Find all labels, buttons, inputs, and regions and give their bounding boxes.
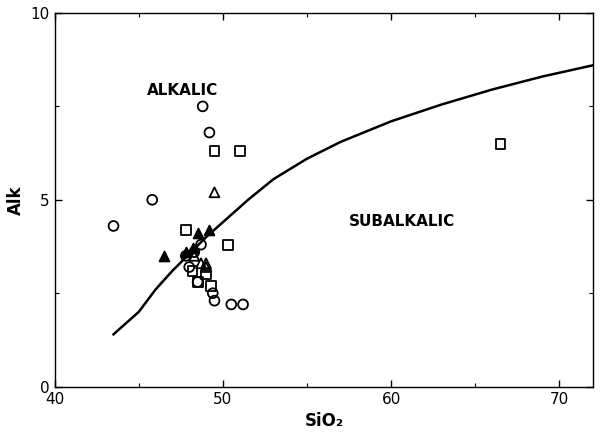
X-axis label: SiO₂: SiO₂ — [304, 412, 343, 430]
Point — [206, 282, 216, 289]
Point — [226, 301, 236, 308]
Text: SUBALKALIC: SUBALKALIC — [349, 214, 455, 229]
Point — [193, 278, 202, 285]
Point — [190, 249, 199, 256]
Point — [235, 148, 245, 155]
Point — [196, 241, 206, 248]
Point — [188, 267, 197, 274]
Point — [184, 264, 194, 271]
Point — [198, 103, 208, 110]
Point — [193, 278, 202, 285]
Y-axis label: Alk: Alk — [7, 185, 25, 215]
Point — [109, 222, 118, 229]
Point — [148, 196, 157, 203]
Point — [201, 260, 211, 267]
Point — [223, 241, 233, 248]
Point — [188, 245, 197, 252]
Point — [190, 252, 199, 259]
Text: ALKALIC: ALKALIC — [147, 83, 218, 98]
Point — [193, 230, 202, 237]
Point — [209, 189, 219, 196]
Point — [201, 264, 211, 271]
Point — [201, 271, 211, 278]
Point — [208, 290, 218, 297]
Point — [181, 249, 191, 256]
Point — [205, 129, 214, 136]
Point — [238, 301, 248, 308]
Point — [205, 226, 214, 233]
Point — [181, 252, 191, 259]
Point — [496, 140, 505, 147]
Point — [209, 148, 219, 155]
Point — [181, 226, 191, 233]
Point — [159, 252, 169, 259]
Point — [196, 260, 206, 267]
Point — [209, 297, 219, 304]
